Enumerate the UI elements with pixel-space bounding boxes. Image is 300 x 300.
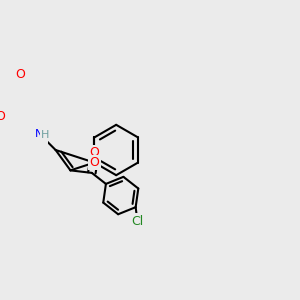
Text: O: O	[89, 156, 99, 169]
Text: O: O	[89, 156, 99, 169]
Text: O: O	[89, 146, 99, 159]
Text: Cl: Cl	[131, 214, 143, 227]
Text: O: O	[15, 68, 25, 81]
Text: N: N	[35, 129, 44, 139]
Text: O: O	[0, 110, 5, 122]
Text: H: H	[41, 130, 50, 140]
